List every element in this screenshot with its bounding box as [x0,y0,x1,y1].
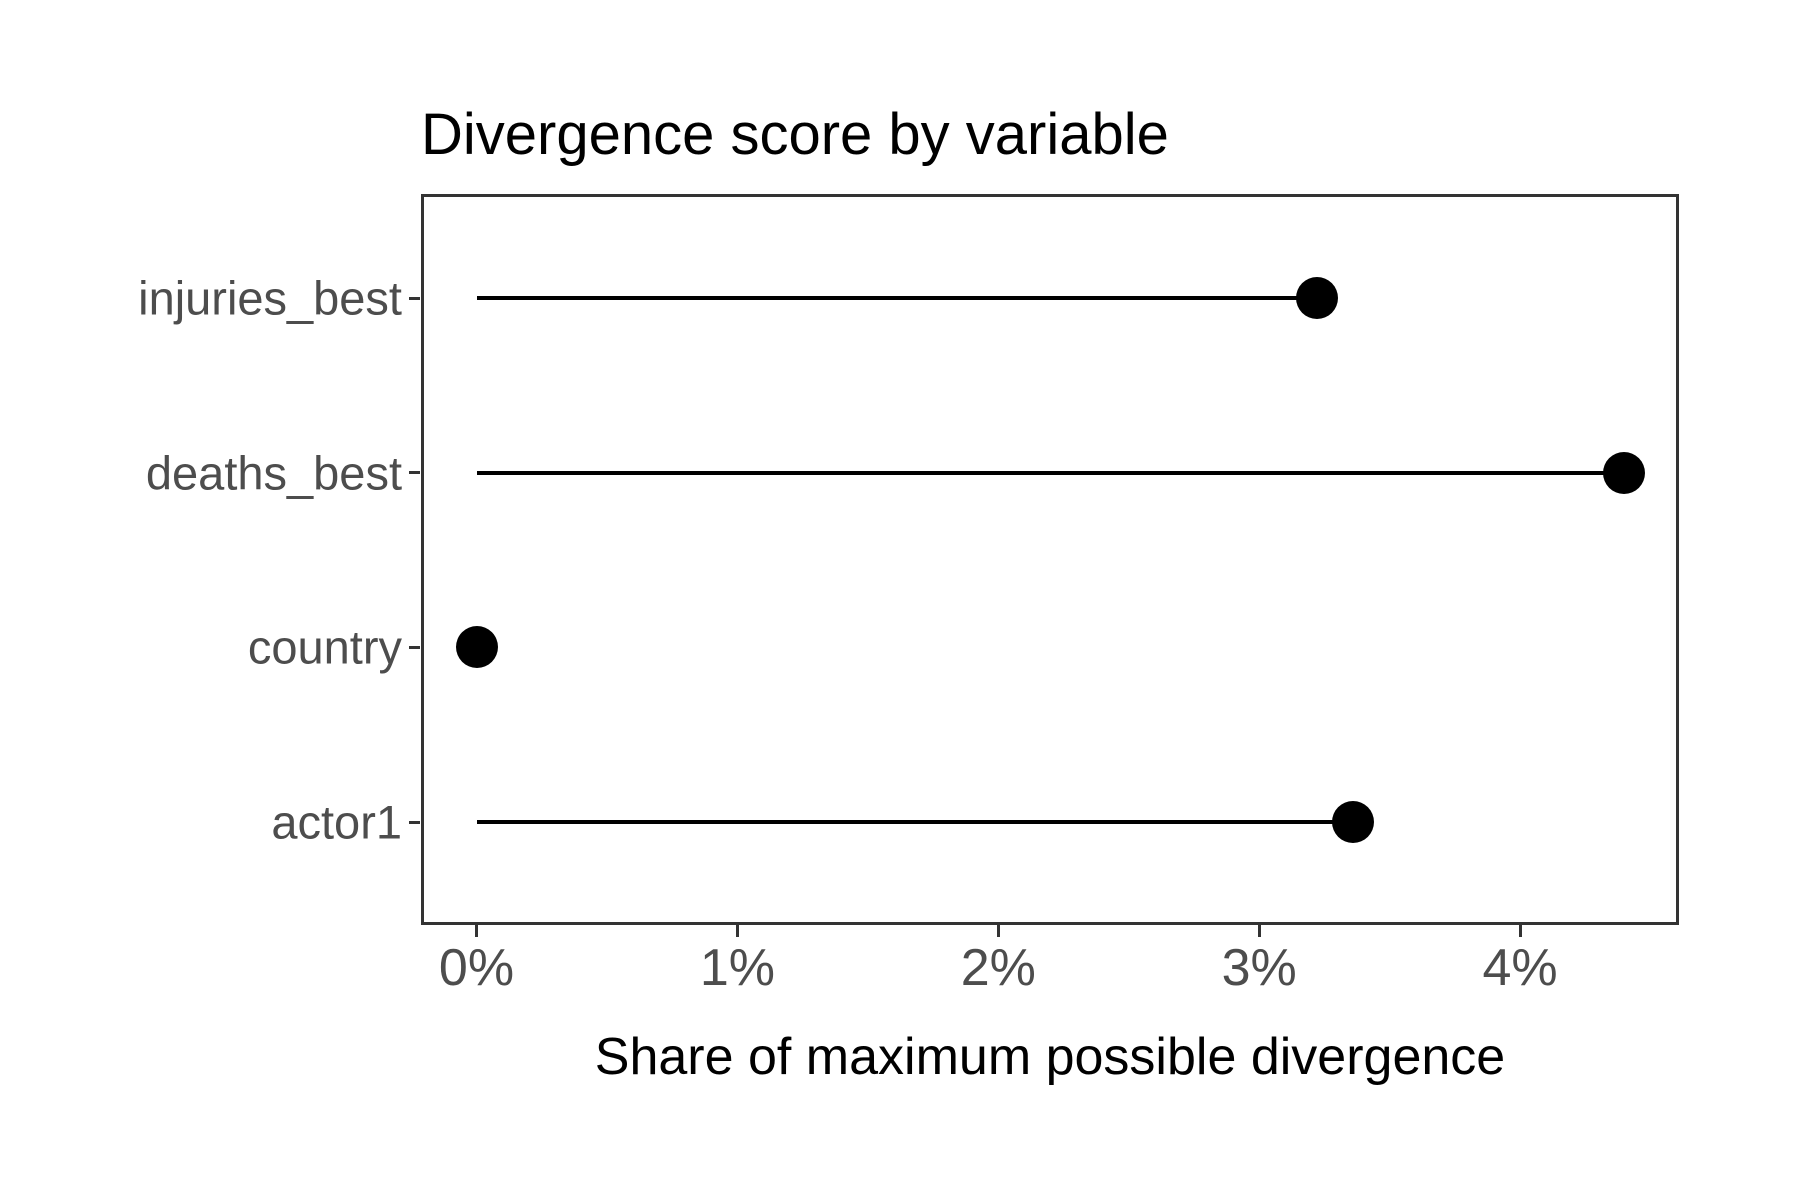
x-axis-tick [735,925,739,937]
x-axis-tick [475,925,478,937]
lollipop-dot [1295,277,1338,319]
x-axis-tick-label: 1% [699,939,775,997]
lollipop-stem [476,820,1354,824]
y-axis-tick [409,820,420,824]
x-axis-tick-label: 0% [438,939,515,997]
x-axis-tick-label: 2% [960,939,1036,997]
x-axis-tick-label: 3% [1221,939,1297,997]
lollipop-dot [1332,801,1375,843]
lollipop-dot [1603,451,1646,494]
x-axis-tick [1257,925,1261,937]
y-axis-label: country [247,620,402,674]
y-axis-label: actor1 [271,795,402,849]
y-axis-label: deaths_best [145,446,402,500]
plot-panel [421,194,1679,925]
lollipop-stem [476,296,1317,300]
y-axis-tick [409,471,420,475]
x-axis-tick [996,925,1000,937]
lollipop-dot [455,626,498,669]
y-axis-tick [409,296,420,300]
chart-title: Divergence score by variable [421,102,1169,167]
lollipop-stem [476,470,1625,475]
y-axis-tick [409,645,420,649]
x-axis-tick [1518,925,1522,937]
y-axis-label: injuries_best [138,271,402,325]
x-axis-title: Share of maximum possible divergence [594,1028,1506,1086]
x-axis-tick-label: 4% [1482,939,1558,997]
